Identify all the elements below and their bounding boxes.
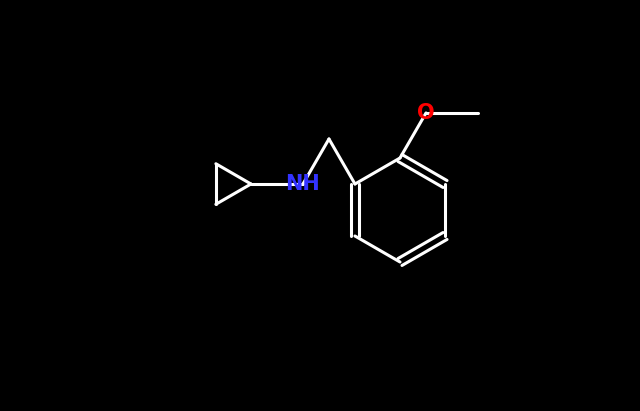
Text: NH: NH — [285, 174, 321, 194]
Text: O: O — [417, 103, 435, 123]
